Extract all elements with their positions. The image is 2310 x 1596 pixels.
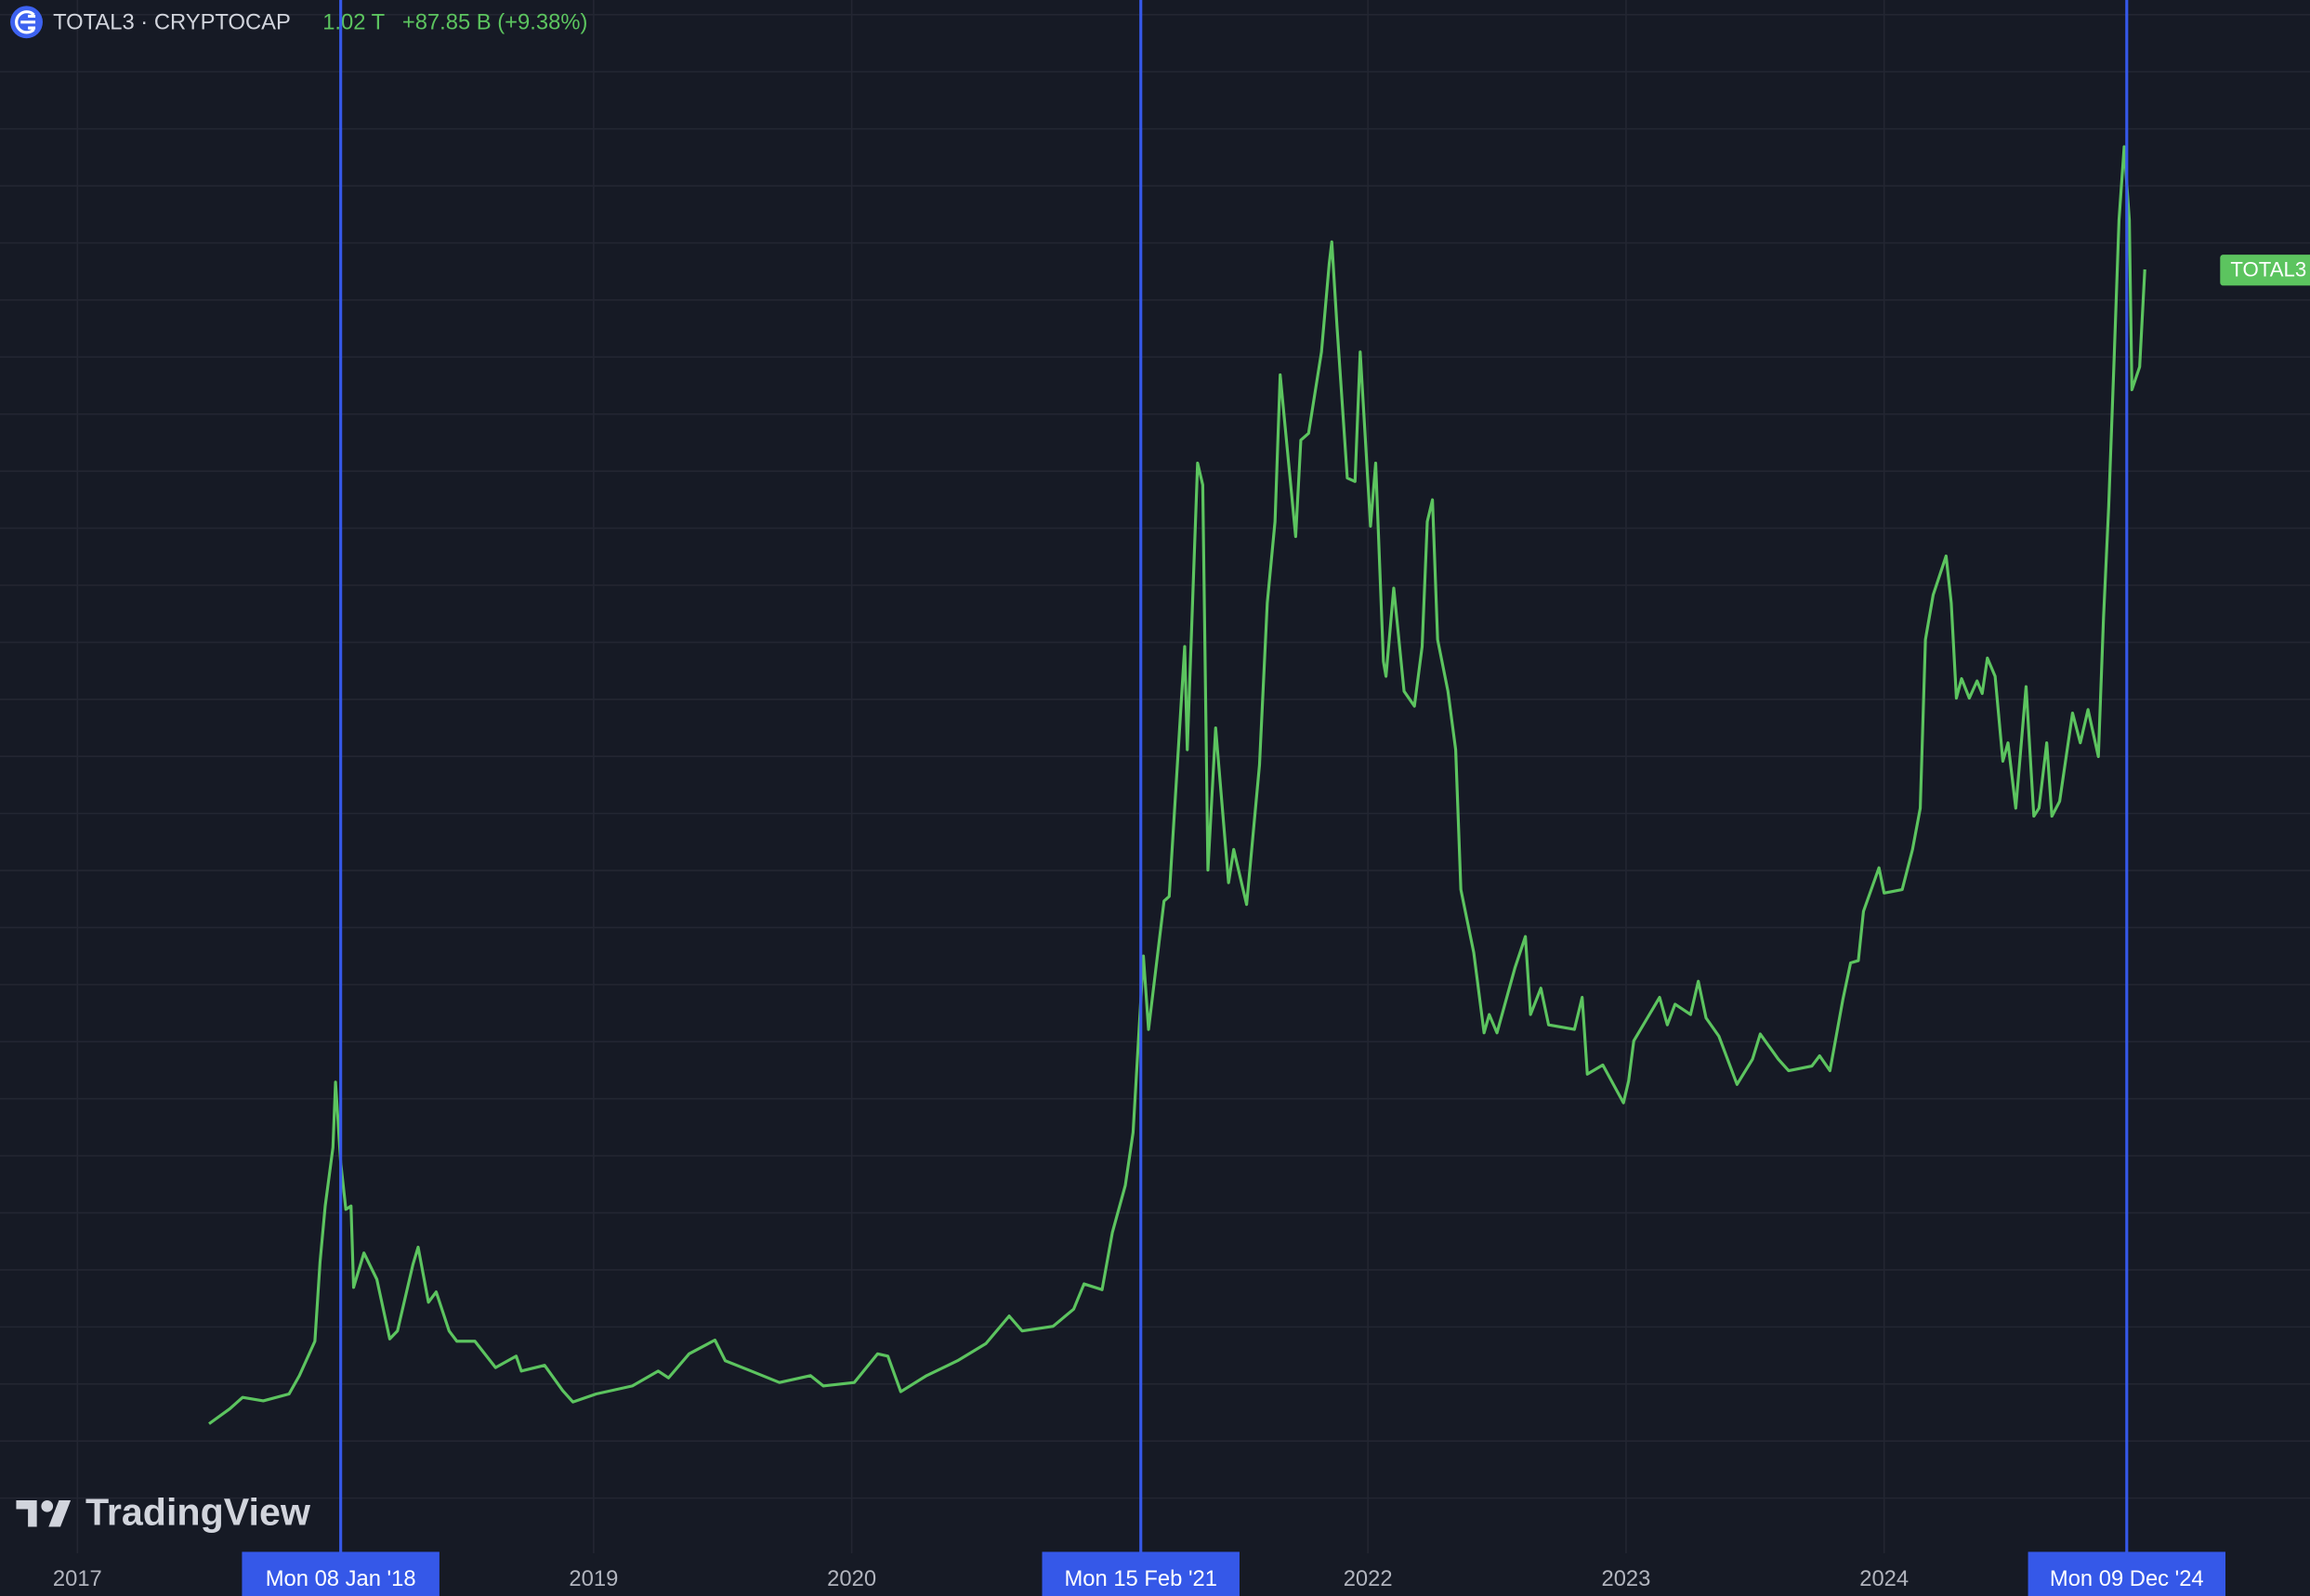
date-marker-label-bg [242, 1551, 440, 1596]
symbol-icon-glyph [15, 10, 36, 34]
price: 1.02 T [322, 10, 385, 35]
date-marker-label-bg [1042, 1551, 1240, 1596]
watermark-logo [16, 1499, 72, 1527]
x-tick-label: 2020 [827, 1566, 876, 1591]
series-line [208, 145, 2146, 1425]
date-marker-label: Mon 15 Feb '21 [1065, 1566, 1217, 1591]
x-tick-label: 2017 [53, 1566, 102, 1591]
watermark-logo-dot [41, 1499, 54, 1512]
symbol-name: TOTAL3 · CRYPTOCAP [53, 10, 291, 35]
x-tick-label: 2019 [569, 1566, 618, 1591]
watermark: TradingView [85, 1491, 311, 1534]
date-marker-label: Mon 09 Dec '24 [2050, 1566, 2204, 1591]
date-marker-label: Mon 08 Jan '18 [266, 1566, 416, 1591]
x-tick-label: 2022 [1344, 1566, 1393, 1591]
price-change: +87.85 B (+9.38%) [402, 10, 588, 35]
x-tick-label: 2023 [1601, 1566, 1650, 1591]
date-marker-label-bg [2028, 1551, 2226, 1596]
x-tick-label: 2024 [1859, 1566, 1909, 1591]
last-value-tag [2220, 255, 2310, 286]
plot [208, 145, 2146, 1425]
last-value-tag-label: TOTAL3 [2230, 257, 2306, 281]
